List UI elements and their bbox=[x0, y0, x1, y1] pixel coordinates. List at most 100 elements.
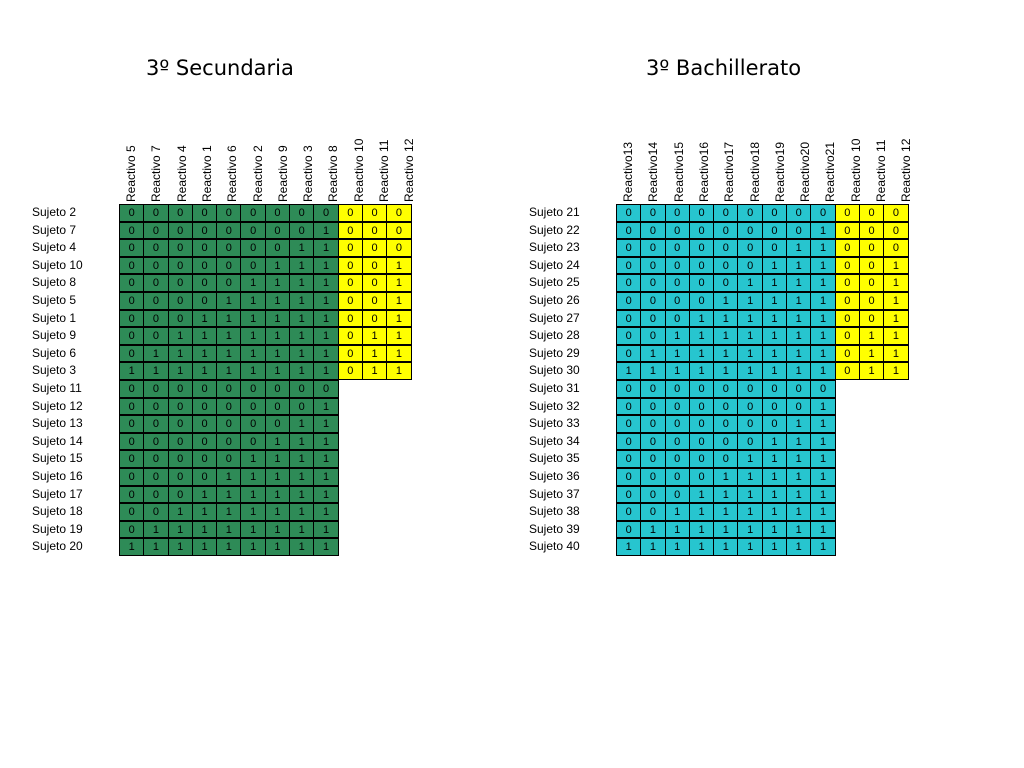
table-cell: 1 bbox=[713, 485, 739, 504]
table-cell: 0 bbox=[119, 204, 145, 222]
table-cell: 1 bbox=[761, 503, 788, 521]
table-cell: 0 bbox=[143, 432, 169, 451]
table-cell: 1 bbox=[786, 415, 812, 433]
row-label: Sujeto 16 bbox=[32, 468, 83, 483]
table-cell: 0 bbox=[240, 256, 266, 275]
table-cell: 0 bbox=[616, 450, 642, 468]
table-cell: 1 bbox=[313, 520, 339, 539]
table-cell: 1 bbox=[713, 503, 739, 521]
table-cell: 1 bbox=[664, 362, 690, 380]
row-label: Sujeto 36 bbox=[529, 468, 580, 483]
table-cell: 0 bbox=[191, 450, 218, 468]
table-cell: 1 bbox=[264, 503, 291, 521]
table-cell: 1 bbox=[737, 485, 763, 504]
table-cell: 0 bbox=[361, 291, 388, 310]
column-header-label: Reactivo17 bbox=[722, 141, 737, 202]
column-header: Reactivo 6 bbox=[220, 118, 246, 204]
table-cell: 0 bbox=[240, 397, 266, 416]
table-cell: 0 bbox=[337, 274, 363, 292]
row-label: Sujeto 21 bbox=[529, 205, 580, 219]
table-cell: 0 bbox=[264, 221, 291, 240]
row-label: Sujeto 30 bbox=[529, 363, 580, 378]
table-cell: 1 bbox=[264, 467, 291, 486]
row-label: Sujeto 19 bbox=[32, 521, 83, 536]
table-cell: 1 bbox=[216, 538, 242, 556]
table-cell: 0 bbox=[119, 256, 145, 275]
column-header-label: Reactivo 11 bbox=[874, 139, 888, 202]
table-cell: 1 bbox=[810, 239, 836, 257]
table-cell: 0 bbox=[616, 503, 642, 521]
table-cell: 0 bbox=[834, 291, 860, 310]
table-cell: 0 bbox=[167, 432, 193, 451]
table-cell: 1 bbox=[191, 344, 218, 363]
table-cell: 1 bbox=[810, 344, 836, 363]
table-cell: 1 bbox=[191, 503, 218, 521]
table-cell: 1 bbox=[313, 467, 339, 486]
row-label: Sujeto 40 bbox=[529, 539, 580, 554]
table-cell: 0 bbox=[616, 467, 642, 486]
table-cell: 0 bbox=[834, 239, 860, 257]
row-label: Sujeto 29 bbox=[529, 345, 580, 360]
table-cell: 0 bbox=[737, 379, 763, 398]
table-cell: 0 bbox=[616, 520, 642, 539]
table-cell: 0 bbox=[119, 485, 145, 504]
table-cell: 0 bbox=[664, 309, 690, 328]
table-cell: 0 bbox=[191, 239, 218, 257]
table-cell: 0 bbox=[143, 450, 169, 468]
table-cell: 1 bbox=[810, 520, 836, 539]
table-cell: 0 bbox=[664, 256, 690, 275]
table-cell: 1 bbox=[143, 344, 169, 363]
table-cell: 0 bbox=[119, 379, 145, 398]
table-cell: 1 bbox=[216, 309, 242, 328]
column-header-label: Reactivo 10 bbox=[351, 138, 366, 202]
column-header: Reactivo21 bbox=[818, 118, 844, 204]
table-cell: 0 bbox=[688, 450, 715, 468]
table-cell: 1 bbox=[664, 344, 690, 363]
table-cell: 1 bbox=[688, 503, 715, 521]
table-cell: 1 bbox=[858, 362, 885, 380]
table-cell: 0 bbox=[143, 397, 169, 416]
table-cell: 0 bbox=[289, 379, 315, 398]
table-cell: 0 bbox=[191, 379, 218, 398]
table-cell: 0 bbox=[737, 432, 763, 451]
table-cell: 0 bbox=[361, 274, 388, 292]
table-cell: 1 bbox=[640, 344, 666, 363]
table-cell: 0 bbox=[664, 291, 690, 310]
table-cell: 1 bbox=[737, 344, 763, 363]
table-cell: 0 bbox=[337, 221, 363, 240]
table-cell: 1 bbox=[810, 221, 836, 240]
table-cell: 1 bbox=[786, 309, 812, 328]
table-cell: 1 bbox=[786, 362, 812, 380]
table-cell: 1 bbox=[883, 344, 909, 363]
table-cell: 1 bbox=[240, 467, 266, 486]
table-cell: 1 bbox=[313, 362, 339, 380]
table-cell: 0 bbox=[786, 221, 812, 240]
table-cell: 0 bbox=[616, 221, 642, 240]
table-cell: 0 bbox=[240, 415, 266, 433]
table-cell: 0 bbox=[713, 397, 739, 416]
table-cell: 0 bbox=[834, 344, 860, 363]
row-label: Sujeto 37 bbox=[529, 486, 580, 501]
column-header: Reactivo14 bbox=[641, 118, 667, 204]
table-cell: 0 bbox=[386, 239, 412, 257]
table-cell: 0 bbox=[737, 256, 763, 275]
table-cell: 0 bbox=[713, 256, 739, 275]
table-cell: 1 bbox=[264, 485, 291, 504]
table-cell: 0 bbox=[337, 344, 363, 363]
table-cell: 0 bbox=[616, 309, 642, 328]
row-label: Sujeto 27 bbox=[529, 310, 580, 325]
table-cell: 1 bbox=[761, 450, 788, 468]
column-header-label: Reactivo14 bbox=[646, 141, 661, 202]
table-cell: 1 bbox=[786, 538, 812, 556]
table-cell: 1 bbox=[264, 291, 291, 310]
table-cell: 1 bbox=[761, 520, 788, 539]
table-cell: 0 bbox=[858, 309, 885, 328]
